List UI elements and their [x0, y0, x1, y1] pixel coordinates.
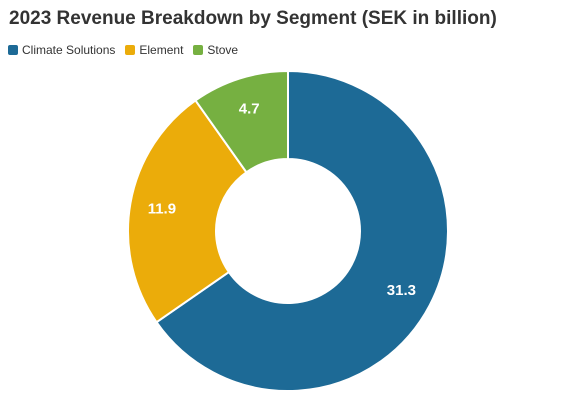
slice-label-climate-solutions: 31.3: [387, 282, 416, 299]
slice-element[interactable]: [127, 99, 248, 324]
legend-swatch-stove: [193, 45, 204, 55]
legend-label-climate-solutions: Climate Solutions: [22, 43, 116, 57]
legend-swatch-climate-solutions: [8, 45, 18, 55]
slice-label-stove: 4.7: [239, 101, 260, 118]
legend-item-element[interactable]: Element: [125, 43, 183, 57]
legend-item-stove[interactable]: Stove: [193, 43, 238, 57]
slice-climate-solutions[interactable]: [155, 70, 449, 392]
legend: Climate Solutions Element Stove: [8, 43, 248, 57]
legend-label-stove: Stove: [207, 43, 239, 57]
chart-title: 2023 Revenue Breakdown by Segment (SEK i…: [9, 8, 497, 29]
legend-label-element: Element: [139, 43, 184, 57]
slice-label-element: 11.9: [148, 200, 176, 217]
slice-stove[interactable]: [194, 70, 289, 174]
legend-swatch-element: [125, 45, 136, 55]
legend-item-climate-solutions[interactable]: Climate Solutions: [8, 43, 115, 57]
